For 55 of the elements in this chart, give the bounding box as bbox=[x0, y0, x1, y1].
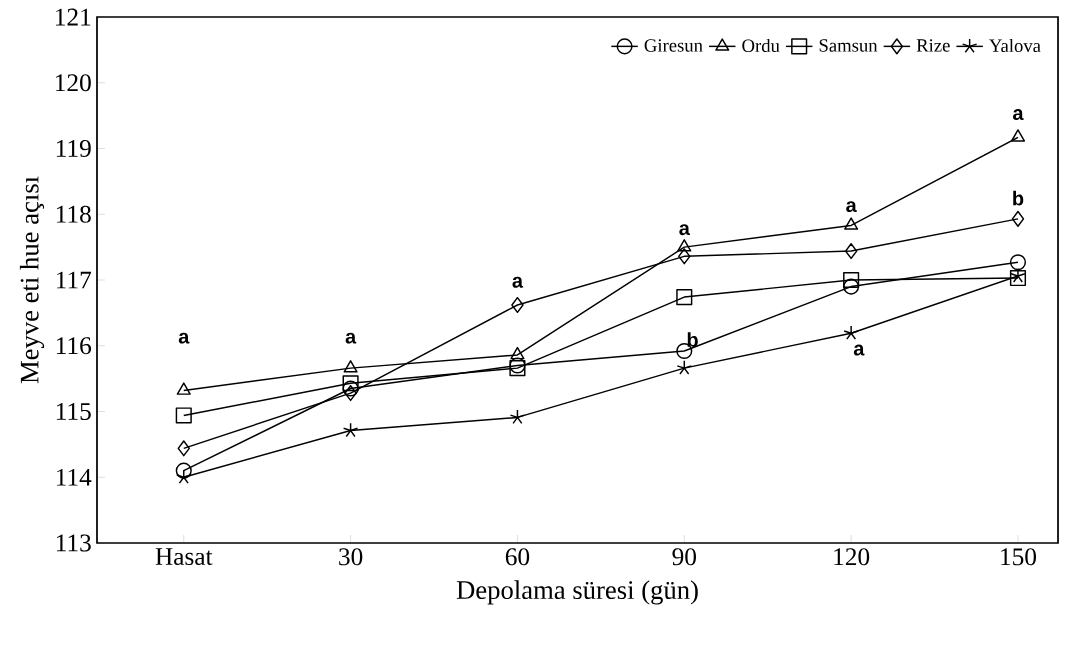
legend-label: Samsun bbox=[819, 39, 878, 52]
legend-label: Rize bbox=[916, 39, 950, 52]
annotation: a bbox=[679, 224, 690, 236]
point bbox=[344, 385, 357, 402]
point bbox=[175, 407, 192, 424]
y-axis-title: Meyve eti hue açısı bbox=[19, 176, 45, 384]
point bbox=[1011, 210, 1025, 227]
point bbox=[511, 296, 524, 314]
annotation: b bbox=[687, 332, 698, 347]
annotation: b bbox=[1013, 190, 1024, 206]
point bbox=[342, 422, 359, 438]
x-axis-title: Depolama süresi (gün) bbox=[456, 580, 698, 605]
point bbox=[510, 346, 525, 360]
legend-label: Yalova bbox=[989, 38, 1041, 53]
point bbox=[676, 360, 692, 375]
y-tick-label: 120 bbox=[56, 74, 91, 92]
point bbox=[1010, 129, 1026, 142]
y-tick-label: 115 bbox=[56, 403, 91, 420]
point bbox=[843, 271, 860, 289]
annotation: a bbox=[512, 276, 524, 288]
point bbox=[1009, 254, 1027, 271]
y-tick-label: 114 bbox=[56, 468, 92, 486]
annotation: a bbox=[178, 332, 190, 344]
y-tick-label: 121 bbox=[56, 8, 91, 26]
annotation: a bbox=[853, 344, 865, 356]
point bbox=[342, 375, 359, 392]
point bbox=[676, 289, 693, 306]
legend-label: Ordu bbox=[742, 38, 780, 53]
point bbox=[844, 243, 858, 260]
y-tick-label: 118 bbox=[56, 205, 91, 223]
point bbox=[342, 380, 359, 397]
point bbox=[509, 409, 526, 425]
legend-label: Giresun bbox=[644, 39, 703, 52]
annotation: a bbox=[1012, 109, 1024, 121]
point bbox=[175, 462, 192, 479]
annotation: a bbox=[846, 201, 857, 213]
y-tick-label: 117 bbox=[56, 271, 92, 289]
point bbox=[343, 360, 358, 373]
annotation: a bbox=[345, 332, 357, 344]
point bbox=[177, 440, 190, 457]
x-tick-label: 90 bbox=[672, 548, 696, 566]
point bbox=[843, 278, 860, 295]
y-tick-label: 113 bbox=[56, 534, 91, 552]
y-tick-label: 116 bbox=[56, 337, 92, 355]
point bbox=[678, 248, 691, 265]
x-tick-label: 60 bbox=[505, 548, 530, 566]
y-tick-label: 119 bbox=[56, 139, 91, 158]
x-tick-label: 120 bbox=[834, 548, 870, 566]
point bbox=[677, 239, 692, 252]
x-tick-label: 150 bbox=[1001, 548, 1037, 566]
point bbox=[176, 382, 191, 395]
point bbox=[843, 325, 859, 340]
x-tick-label: 30 bbox=[339, 548, 363, 566]
x-tick-label: Hasat bbox=[155, 548, 213, 566]
point bbox=[844, 217, 859, 230]
